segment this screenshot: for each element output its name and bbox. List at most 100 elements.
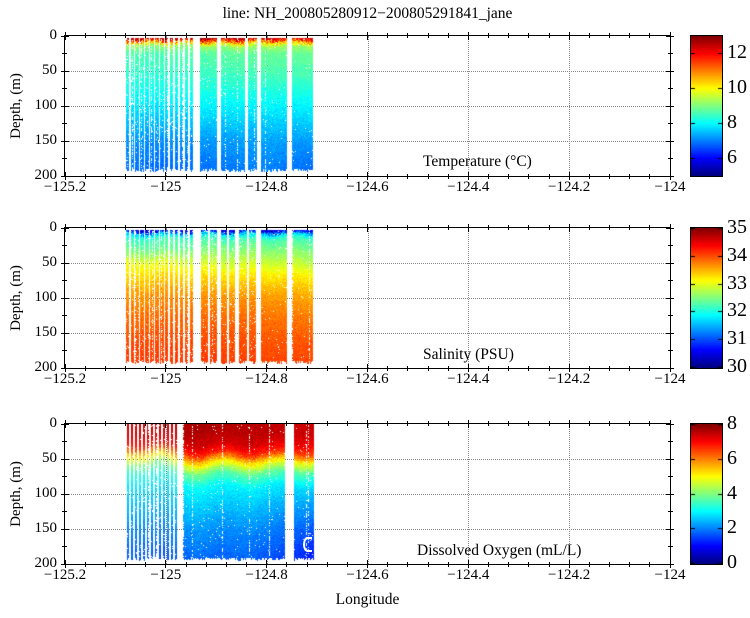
colorbar-tick-label: 6 (727, 145, 737, 168)
x-tick-label: −124.4 (447, 179, 490, 195)
x-major-tick (165, 172, 167, 180)
x-minor-tick (548, 562, 550, 567)
y-major-tick (666, 262, 674, 264)
y-tick-label: 150 (34, 520, 58, 536)
x-major-tick (367, 364, 368, 372)
x-minor-tick (205, 225, 207, 230)
x-minor-tick (588, 421, 590, 426)
x-minor-tick (649, 174, 651, 179)
x-minor-tick (488, 225, 489, 230)
colorbar-tick-label: 8 (727, 110, 737, 133)
x-minor-tick (649, 562, 651, 567)
x-minor-tick (185, 225, 187, 230)
x-minor-tick (246, 174, 247, 179)
x-minor-tick (326, 562, 328, 567)
y-minor-tick (668, 315, 673, 316)
temperature-colorbar (690, 35, 723, 177)
y-minor-tick (668, 88, 673, 89)
colorbar-tick-label: 10 (727, 76, 747, 99)
figure-title: line: NH_200805280912−200805291841_jane (222, 5, 513, 22)
y-minor-tick (668, 476, 673, 477)
x-minor-tick (427, 174, 429, 179)
y-major-tick (61, 367, 69, 369)
colorbar-tick-label: 33 (727, 271, 747, 294)
x-minor-tick (306, 225, 308, 230)
x-minor-tick (387, 421, 389, 426)
y-tick-label: 200 (34, 359, 58, 375)
y-minor-tick (62, 245, 67, 246)
x-minor-tick (548, 174, 550, 179)
x-tick-label: −125 (150, 371, 182, 387)
x-minor-tick (246, 225, 247, 230)
y-minor-tick (62, 158, 67, 159)
x-minor-tick (326, 174, 328, 179)
oxygen-panel: Dissolved Oxygen (mL/L) −125.2 −125 −124.8… (35, 415, 686, 583)
x-minor-tick (346, 366, 348, 371)
temperature-label: Temperature (°C) (423, 153, 532, 170)
x-minor-tick (407, 225, 409, 230)
x-minor-tick (205, 33, 207, 38)
x-minor-tick (306, 174, 308, 179)
x-minor-tick (387, 366, 389, 371)
x-minor-tick (125, 562, 126, 567)
temperature-panel: Temperature (°C) −125.2 −125 −124.8 −124.6 −… (35, 27, 686, 195)
colorbar-tick-label: 0 (727, 551, 737, 573)
x-minor-tick (84, 562, 86, 567)
y-major-tick (666, 528, 674, 530)
y-minor-tick (62, 123, 67, 124)
x-minor-tick (609, 33, 610, 38)
x-major-tick (467, 364, 469, 372)
x-minor-tick (508, 366, 510, 371)
x-minor-tick (145, 366, 147, 371)
y-minor-tick (668, 441, 673, 442)
x-minor-tick (629, 366, 631, 371)
x-minor-tick (125, 33, 126, 38)
x-minor-tick (326, 225, 328, 230)
x-minor-tick (225, 33, 227, 38)
y-minor-tick (62, 88, 67, 89)
y-major-tick (666, 175, 674, 177)
y-minor-tick (668, 280, 673, 281)
y-minor-tick (668, 245, 673, 246)
x-minor-tick (387, 562, 389, 567)
x-tick-label: −125 (150, 567, 182, 583)
x-tick-label: −124.8 (245, 371, 288, 387)
x-major-tick (165, 560, 167, 568)
x-minor-tick (84, 33, 86, 38)
x-minor-tick (145, 225, 147, 230)
x-minor-tick (387, 225, 389, 230)
x-minor-tick (125, 225, 126, 230)
x-tick-label: −124.6 (346, 567, 389, 583)
x-minor-tick (326, 366, 328, 371)
x-minor-tick (508, 225, 510, 230)
oxygen-label: Dissolved Oxygen (mL/L) (417, 542, 582, 559)
x-tick-label: −124 (654, 179, 686, 195)
x-minor-tick (488, 33, 489, 38)
y-major-tick (666, 332, 674, 334)
x-tick-label: −125.2 (43, 179, 87, 195)
x-minor-tick (447, 562, 449, 567)
x-major-tick (266, 560, 268, 568)
y-minor-tick (62, 546, 67, 547)
x-minor-tick (407, 174, 409, 179)
x-minor-tick (488, 174, 489, 179)
y-tick-label: 50 (42, 62, 57, 78)
y-major-tick (61, 563, 69, 565)
x-minor-tick (447, 225, 449, 230)
x-minor-tick (246, 366, 247, 371)
x-minor-tick (84, 174, 86, 179)
y-minor-tick (668, 350, 673, 351)
y-tick-label: 0 (49, 219, 58, 235)
x-minor-tick (528, 562, 530, 567)
salinity-colorbar (690, 227, 723, 369)
x-tick-label: −124.8 (245, 179, 288, 195)
x-minor-tick (306, 366, 308, 371)
x-minor-tick (286, 225, 288, 230)
x-minor-tick (528, 174, 530, 179)
x-tick-label: −125 (150, 179, 182, 195)
x-minor-tick (104, 33, 106, 38)
x-minor-tick (286, 366, 288, 371)
x-minor-tick (125, 174, 126, 179)
x-minor-tick (427, 366, 429, 371)
x-minor-tick (649, 225, 651, 230)
